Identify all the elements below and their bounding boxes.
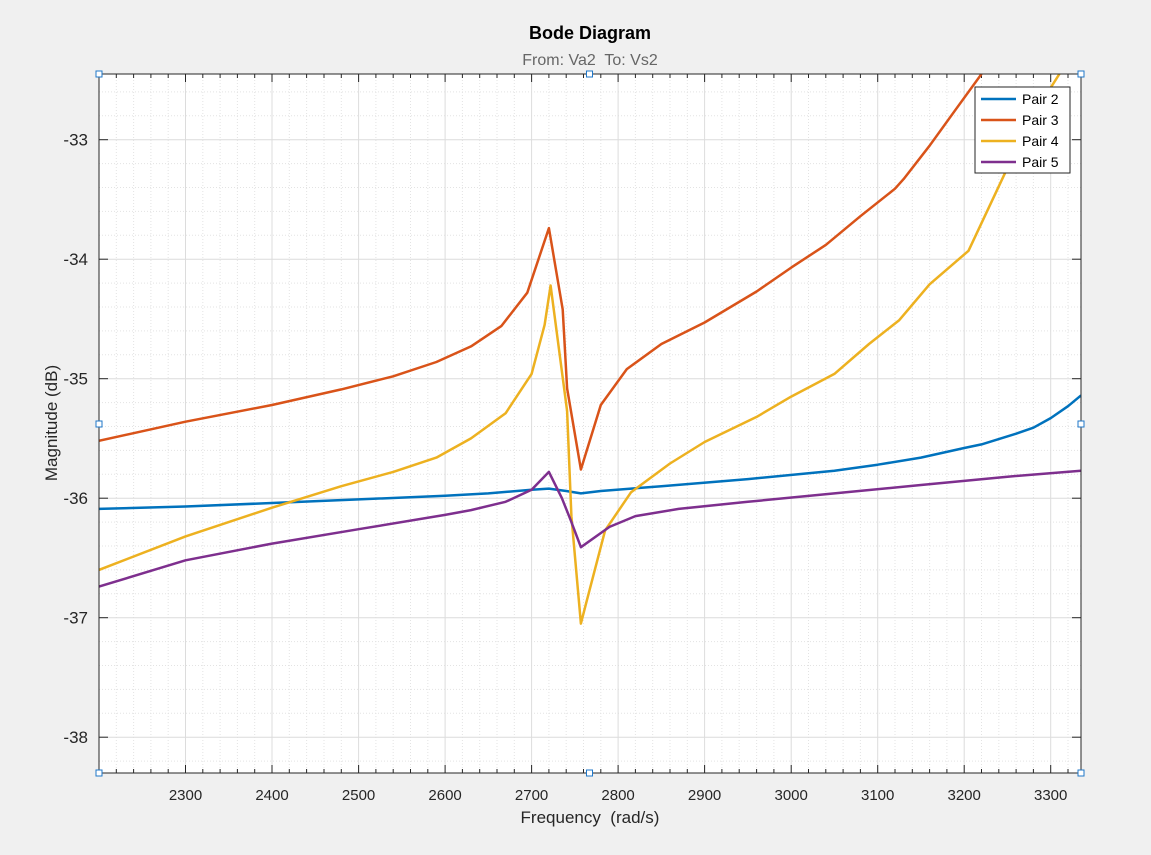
series-line-pair-5	[99, 469, 1081, 588]
x-tick-label: 2500	[342, 787, 375, 804]
x-tick-label: 3300	[1034, 787, 1067, 804]
x-tick-label: 2300	[169, 787, 202, 804]
plot-area	[99, 74, 1081, 773]
series-line-pair-3	[99, 74, 983, 471]
x-tick-label: 3000	[775, 787, 808, 804]
legend-entry: Pair 2	[981, 91, 1059, 107]
resize-handle[interactable]	[95, 420, 103, 428]
x-tick-label: 3200	[948, 787, 981, 804]
resize-handle[interactable]	[1077, 769, 1085, 777]
y-tick-label: -36	[63, 489, 88, 508]
resize-handle[interactable]	[1077, 420, 1085, 428]
x-tick-label: 3100	[861, 787, 894, 804]
y-axis-label: Magnitude (dB)	[42, 365, 61, 481]
resize-handle[interactable]	[95, 70, 103, 78]
y-tick-label: -35	[63, 370, 88, 389]
x-tick-label: 2900	[688, 787, 721, 804]
resize-handle[interactable]	[586, 769, 593, 777]
x-tick-label: 2700	[515, 787, 548, 804]
legend-label: Pair 2	[1022, 91, 1059, 107]
x-tick-label: 2400	[255, 787, 288, 804]
selection-handles[interactable]	[95, 70, 1085, 777]
y-tick-label: -37	[63, 609, 88, 628]
legend-entry: Pair 4	[981, 133, 1059, 149]
legend-label: Pair 4	[1022, 133, 1059, 149]
legend-entry: Pair 3	[981, 112, 1059, 128]
legend-box	[974, 86, 1071, 174]
x-tick-label: 2800	[601, 787, 634, 804]
series-line-pair-2	[99, 394, 1081, 511]
resize-handle[interactable]	[95, 769, 103, 777]
legend-entry: Pair 5	[981, 154, 1059, 170]
x-axis-label: Frequency (rad/s)	[521, 808, 660, 827]
resize-handle[interactable]	[1077, 70, 1085, 78]
legend: Pair 2 Pair 3 Pair 4 Pair 5	[974, 86, 1071, 174]
resize-handle[interactable]	[586, 70, 593, 78]
legend-label: Pair 3	[1022, 112, 1059, 128]
chart-title: Bode Diagram	[529, 23, 651, 43]
y-tick-label: -38	[63, 728, 88, 747]
chart-subtitle: From: Va2 To: Vs2	[522, 52, 658, 69]
series-line-pair-4	[99, 74, 1061, 625]
legend-label: Pair 5	[1022, 154, 1059, 170]
y-tick-label: -34	[63, 250, 88, 269]
x-tick-label: 2600	[428, 787, 461, 804]
y-tick-label: -33	[63, 131, 88, 150]
